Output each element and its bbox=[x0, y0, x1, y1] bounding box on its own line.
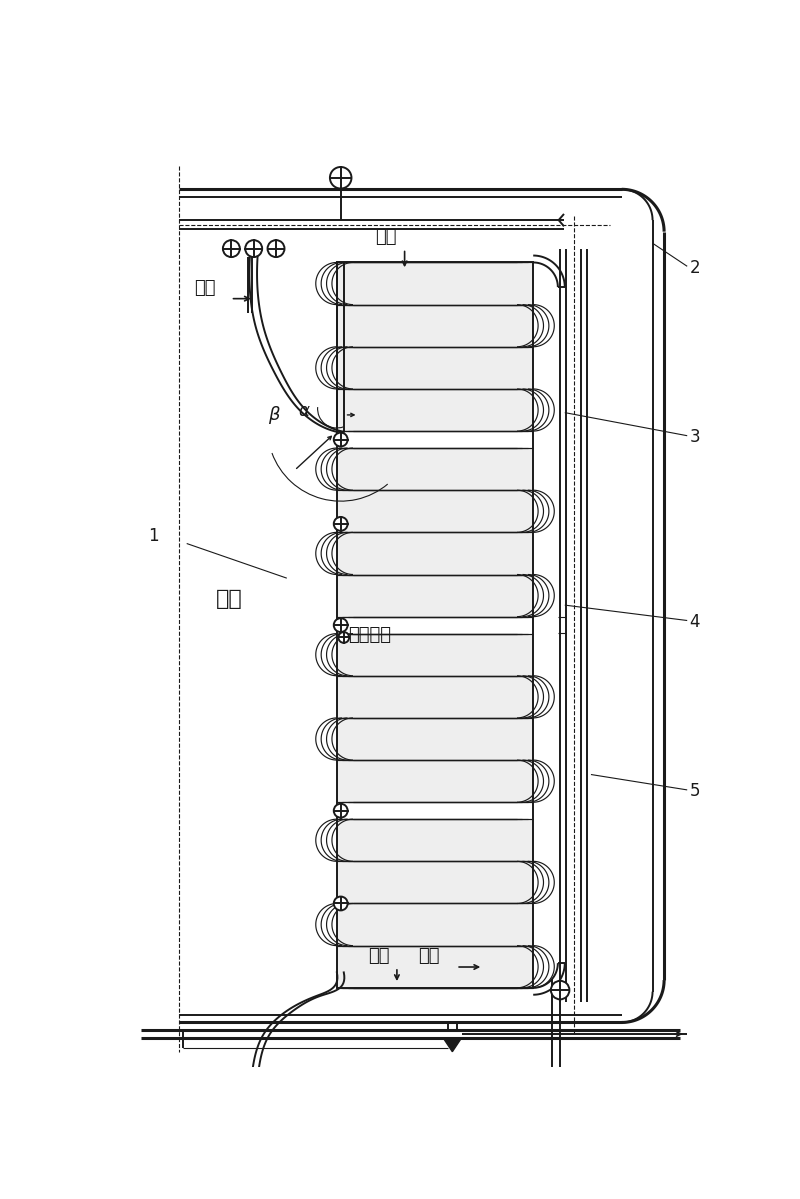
Text: 烟气: 烟气 bbox=[368, 947, 389, 965]
Circle shape bbox=[223, 240, 240, 257]
Text: 烟气: 烟气 bbox=[194, 279, 216, 297]
Bar bbox=[337, 819, 534, 988]
Circle shape bbox=[334, 897, 348, 910]
Text: α: α bbox=[298, 403, 310, 421]
Text: 烟气: 烟气 bbox=[418, 947, 439, 965]
Bar bbox=[337, 448, 534, 616]
Text: 3: 3 bbox=[690, 428, 700, 446]
Polygon shape bbox=[443, 1038, 462, 1052]
Text: β: β bbox=[267, 406, 279, 424]
Circle shape bbox=[334, 619, 348, 632]
Circle shape bbox=[551, 981, 570, 999]
Text: 对流烟道: 对流烟道 bbox=[349, 626, 391, 644]
Text: 5: 5 bbox=[690, 783, 700, 801]
Text: 4: 4 bbox=[690, 613, 700, 631]
Circle shape bbox=[334, 517, 348, 531]
Circle shape bbox=[334, 803, 348, 818]
Text: 炉膛: 炉膛 bbox=[216, 589, 242, 609]
Bar bbox=[337, 263, 534, 432]
Circle shape bbox=[330, 167, 351, 188]
Text: 2: 2 bbox=[690, 259, 700, 277]
Circle shape bbox=[246, 240, 262, 257]
Text: 1: 1 bbox=[148, 526, 159, 544]
Text: 烟气: 烟气 bbox=[375, 228, 397, 246]
Bar bbox=[337, 263, 534, 988]
Bar bbox=[337, 633, 534, 802]
Circle shape bbox=[338, 632, 349, 643]
Circle shape bbox=[267, 240, 285, 257]
Circle shape bbox=[334, 433, 348, 446]
